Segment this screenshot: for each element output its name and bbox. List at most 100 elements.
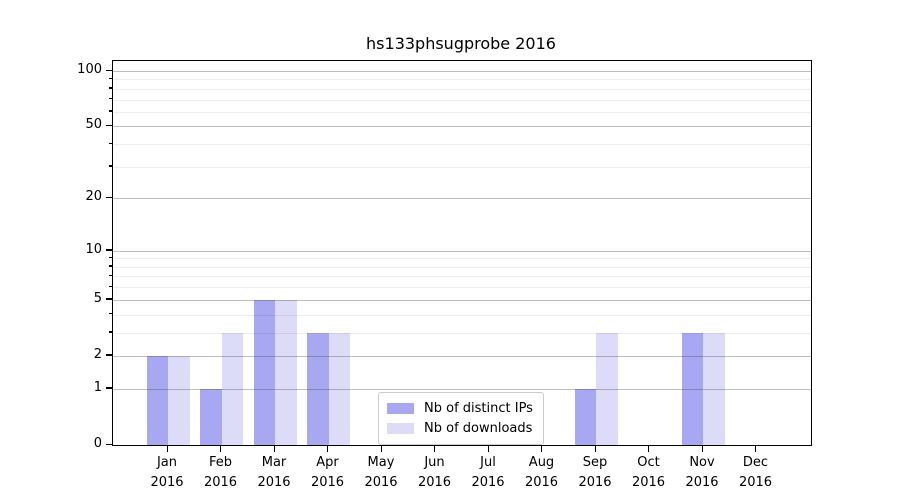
y-tick-label-2: 2 (93, 346, 102, 362)
legend-item-distinct-ips: Nb of distinct IPs (387, 398, 533, 418)
legend-swatch-downloads (387, 422, 414, 434)
chart-title: hs133phsugprobe 2016 (366, 34, 556, 53)
x-tick-label-may: May 2016 (349, 453, 413, 493)
x-tick-month: Mar (261, 455, 287, 470)
y-minortick-mark-60 (108, 110, 112, 112)
x-tick-month: Feb (208, 455, 233, 470)
x-tick-month: Aug (528, 455, 555, 470)
x-tick-label-jan: Jan 2016 (135, 453, 199, 493)
x-tick-label-mar: Mar 2016 (242, 453, 306, 493)
bar-distinct-ips-apr (307, 332, 329, 445)
y-minortick-mark-6 (108, 285, 112, 288)
y-tick-label-1: 1 (93, 379, 102, 395)
x-tick-label-nov: Nov 2016 (670, 453, 734, 493)
x-tick-mark-jun (434, 445, 436, 452)
bar-distinct-ips-nov (681, 332, 703, 445)
gridline-minor-y-60 (113, 111, 811, 113)
y-tick-label-20: 20 (85, 189, 102, 205)
x-tick-month: Oct (637, 455, 660, 470)
y-minortick-mark-4 (108, 313, 112, 315)
y-minortick-mark-30 (108, 165, 112, 167)
y-tick-mark-50 (106, 124, 112, 127)
bar-downloads-apr (328, 332, 350, 445)
bar-downloads-jan (168, 355, 190, 445)
bar-distinct-ips-mar (253, 299, 275, 445)
gridline-minor-y-8 (113, 266, 811, 268)
y-tick-mark-20 (106, 196, 112, 199)
y-tick-mark-10 (106, 249, 112, 251)
x-tick-mark-oct (648, 445, 650, 452)
gridline-y-2 (113, 355, 811, 357)
x-tick-month: May (367, 455, 395, 470)
x-tick-year: 2016 (364, 475, 398, 490)
y-tick-mark-2 (106, 354, 112, 356)
bar-downloads-feb (221, 332, 243, 445)
y-minortick-mark-90 (108, 77, 112, 80)
x-tick-year: 2016 (203, 475, 238, 490)
x-tick-year: 2016 (631, 475, 666, 490)
x-tick-month: Dec (742, 455, 769, 470)
bar-downloads-nov (703, 332, 725, 445)
y-minortick-mark-9 (108, 256, 112, 259)
y-tick-label-5: 5 (93, 290, 102, 306)
bar-downloads-sep (596, 332, 618, 445)
plot-area (112, 60, 812, 446)
x-tick-mark-jul (487, 445, 489, 452)
x-tick-mark-sep (594, 445, 596, 452)
x-tick-year: 2016 (471, 475, 505, 490)
x-tick-label-oct: Oct 2016 (617, 453, 681, 493)
gridline-minor-y-70 (113, 99, 811, 101)
x-tick-mark-nov (701, 445, 703, 452)
x-tick-mark-jan (166, 445, 168, 452)
bar-downloads-mar (275, 299, 297, 445)
x-tick-mark-feb (220, 445, 222, 452)
gridline-minor-y-4 (113, 314, 811, 316)
y-tick-mark-1 (106, 387, 112, 389)
y-minortick-mark-3 (108, 331, 112, 333)
bar-distinct-ips-sep (574, 388, 596, 445)
legend-swatch-distinct-ips (387, 402, 414, 414)
gridline-y-1 (113, 388, 811, 390)
x-tick-label-jul: Jul 2016 (456, 453, 520, 493)
gridline-y-10 (113, 250, 811, 252)
legend: Nb of distinct IPs Nb of downloads (378, 392, 544, 445)
gridline-minor-y-6 (113, 287, 811, 289)
gridline-minor-y-7 (113, 276, 811, 278)
x-tick-label-apr: Apr 2016 (296, 453, 360, 493)
bar-distinct-ips-feb (200, 388, 222, 445)
y-tick-mark-5 (106, 298, 112, 300)
x-tick-mark-apr (327, 445, 329, 452)
gridline-y-50 (113, 126, 811, 128)
gridline-minor-y-40 (113, 144, 811, 146)
legend-label-downloads: Nb of downloads (424, 420, 533, 436)
x-tick-year: 2016 (738, 475, 773, 490)
y-tick-label-50: 50 (85, 117, 102, 133)
bar-distinct-ips-jan (146, 355, 168, 445)
y-minortick-mark-80 (108, 87, 112, 89)
gridline-y-5 (113, 299, 811, 301)
x-tick-year: 2016 (578, 475, 612, 490)
legend-label-distinct-ips: Nb of distinct IPs (424, 400, 533, 416)
gridline-minor-y-80 (113, 88, 811, 90)
legend-item-downloads: Nb of downloads (387, 418, 533, 438)
y-tick-label-10: 10 (85, 241, 102, 257)
gridline-y-100 (113, 71, 811, 72)
x-tick-mark-mar (273, 445, 275, 452)
y-minortick-mark-7 (108, 274, 112, 277)
x-tick-mark-may (380, 445, 382, 452)
y-tick-mark-0 (106, 443, 112, 445)
gridline-minor-y-3 (113, 332, 811, 334)
x-tick-month: Apr (316, 455, 339, 470)
gridline-minor-y-30 (113, 166, 811, 168)
x-tick-label-aug: Aug 2016 (510, 453, 574, 493)
x-tick-year: 2016 (524, 475, 559, 490)
y-tick-mark-100 (106, 69, 112, 71)
x-tick-label-feb: Feb 2016 (189, 453, 253, 493)
y-tick-label-0: 0 (93, 436, 102, 451)
x-tick-label-sep: Sep 2016 (563, 453, 627, 493)
x-tick-month: Nov (689, 455, 715, 470)
x-tick-month: Jan (156, 455, 178, 470)
x-tick-year: 2016 (310, 475, 345, 490)
y-minortick-mark-70 (108, 98, 112, 100)
